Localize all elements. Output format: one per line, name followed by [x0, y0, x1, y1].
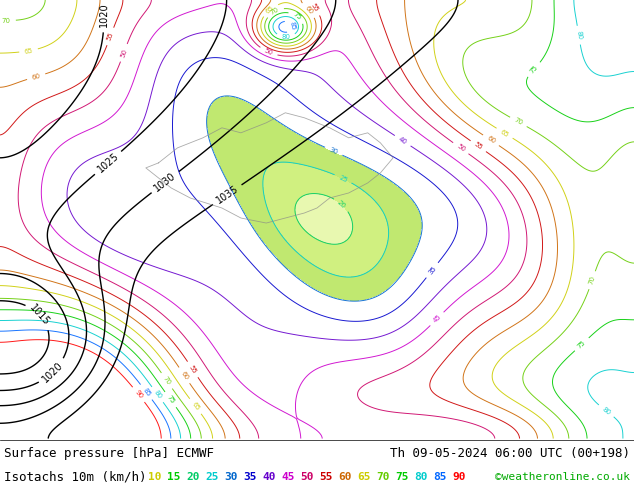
Text: 75: 75: [395, 472, 408, 482]
Text: 65: 65: [499, 128, 510, 138]
Text: 1015: 1015: [28, 303, 51, 328]
Text: 55: 55: [188, 364, 198, 375]
Text: 85: 85: [288, 21, 296, 31]
Text: 80: 80: [281, 34, 290, 40]
Text: 50: 50: [300, 472, 313, 482]
Text: 60: 60: [31, 73, 41, 81]
Text: 90: 90: [134, 389, 144, 400]
Text: 60: 60: [179, 370, 190, 381]
Text: 80: 80: [414, 472, 427, 482]
Text: 40: 40: [262, 472, 276, 482]
Text: 55: 55: [106, 31, 115, 42]
Text: 15: 15: [167, 472, 181, 482]
Text: 65: 65: [190, 401, 200, 412]
Text: 70: 70: [269, 7, 280, 16]
Text: 40: 40: [398, 136, 408, 146]
Text: 50: 50: [263, 48, 274, 56]
Text: 65: 65: [265, 4, 275, 15]
Text: 80: 80: [601, 406, 612, 416]
Text: 55: 55: [319, 472, 332, 482]
Text: 1020: 1020: [99, 3, 109, 27]
Text: 85: 85: [141, 387, 152, 397]
Text: 75: 75: [576, 339, 587, 349]
Text: 45: 45: [432, 314, 442, 324]
Text: 75: 75: [165, 394, 176, 405]
Text: Surface pressure [hPa] ECMWF: Surface pressure [hPa] ECMWF: [4, 447, 214, 460]
Text: Th 09-05-2024 06:00 UTC (00+198): Th 09-05-2024 06:00 UTC (00+198): [390, 447, 630, 460]
Text: 80: 80: [575, 30, 583, 40]
Text: 70: 70: [513, 117, 524, 127]
Text: 10: 10: [148, 472, 162, 482]
Text: 60: 60: [486, 135, 496, 145]
Text: 60: 60: [338, 472, 351, 482]
Text: 25: 25: [338, 174, 349, 183]
Text: 55: 55: [309, 2, 320, 13]
Text: 60: 60: [304, 5, 314, 15]
Text: 75: 75: [292, 11, 302, 22]
Text: 45: 45: [281, 472, 295, 482]
Text: 35: 35: [427, 265, 437, 275]
Text: 30: 30: [224, 472, 238, 482]
Text: 25: 25: [205, 472, 219, 482]
Text: 90: 90: [452, 472, 465, 482]
Text: 1030: 1030: [153, 171, 178, 194]
Text: 50: 50: [119, 48, 128, 58]
Text: 85: 85: [433, 472, 446, 482]
Text: ©weatheronline.co.uk: ©weatheronline.co.uk: [495, 472, 630, 482]
Text: 70: 70: [2, 18, 11, 24]
Text: 1020: 1020: [41, 360, 65, 384]
Text: 35: 35: [243, 472, 257, 482]
Text: 70: 70: [162, 375, 172, 386]
Text: 65: 65: [357, 472, 370, 482]
Text: 80: 80: [152, 389, 162, 400]
Text: Isotachs 10m (km/h): Isotachs 10m (km/h): [4, 470, 146, 484]
Text: 55: 55: [473, 141, 484, 151]
Text: 20: 20: [336, 199, 347, 210]
Text: 50: 50: [455, 143, 466, 153]
Text: 70: 70: [376, 472, 389, 482]
Text: 1035: 1035: [214, 184, 240, 206]
Text: 75: 75: [529, 64, 539, 75]
Text: 70: 70: [588, 275, 597, 286]
Text: 20: 20: [186, 472, 200, 482]
Text: 65: 65: [23, 47, 34, 54]
Text: 1025: 1025: [96, 151, 120, 175]
Text: 30: 30: [328, 147, 339, 156]
